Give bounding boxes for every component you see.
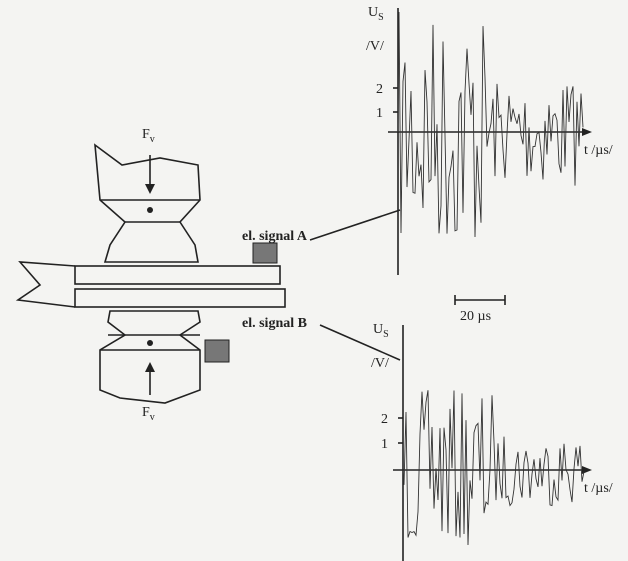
- arrowhead: [582, 128, 592, 136]
- y-label: US: [373, 322, 389, 340]
- zigzag: [15, 261, 76, 308]
- leader: [309, 209, 401, 241]
- arrowhead: [145, 362, 155, 372]
- signal-label: el. signal B: [242, 316, 307, 331]
- signal-label: el. signal A: [242, 229, 308, 244]
- scale-label: 20 µs: [460, 309, 491, 324]
- arrowhead: [145, 184, 155, 194]
- dot: [147, 207, 153, 213]
- signal-trace: [397, 12, 584, 237]
- plots: 20 µs US/V/2 1 t /µs/US/V/2 1 t /µs/: [366, 5, 613, 561]
- sensor-a: [252, 242, 278, 264]
- y-tick-label: 1: [381, 437, 388, 452]
- sheet-bottom: [74, 288, 286, 308]
- dot: [147, 340, 153, 346]
- y-tick-label: 1: [376, 106, 383, 121]
- force-label: Fv: [142, 405, 155, 423]
- force-label: Fv: [142, 127, 155, 145]
- welding-diagram: Fv Fv el. signal A el. signal B: [15, 127, 401, 423]
- x-label: t /µs/: [584, 481, 613, 496]
- x-label: t /µs/: [584, 143, 613, 158]
- y-tick-label: 2: [376, 82, 383, 97]
- y-label: US: [368, 5, 384, 23]
- sensor-b: [204, 339, 230, 363]
- y-unit: /V/: [366, 39, 384, 54]
- leader: [319, 324, 401, 361]
- signal-trace: [402, 390, 585, 546]
- y-unit: /V/: [371, 356, 389, 371]
- arrowhead: [582, 466, 592, 474]
- sheet-top: [74, 265, 281, 285]
- y-tick-label: 2: [381, 412, 388, 427]
